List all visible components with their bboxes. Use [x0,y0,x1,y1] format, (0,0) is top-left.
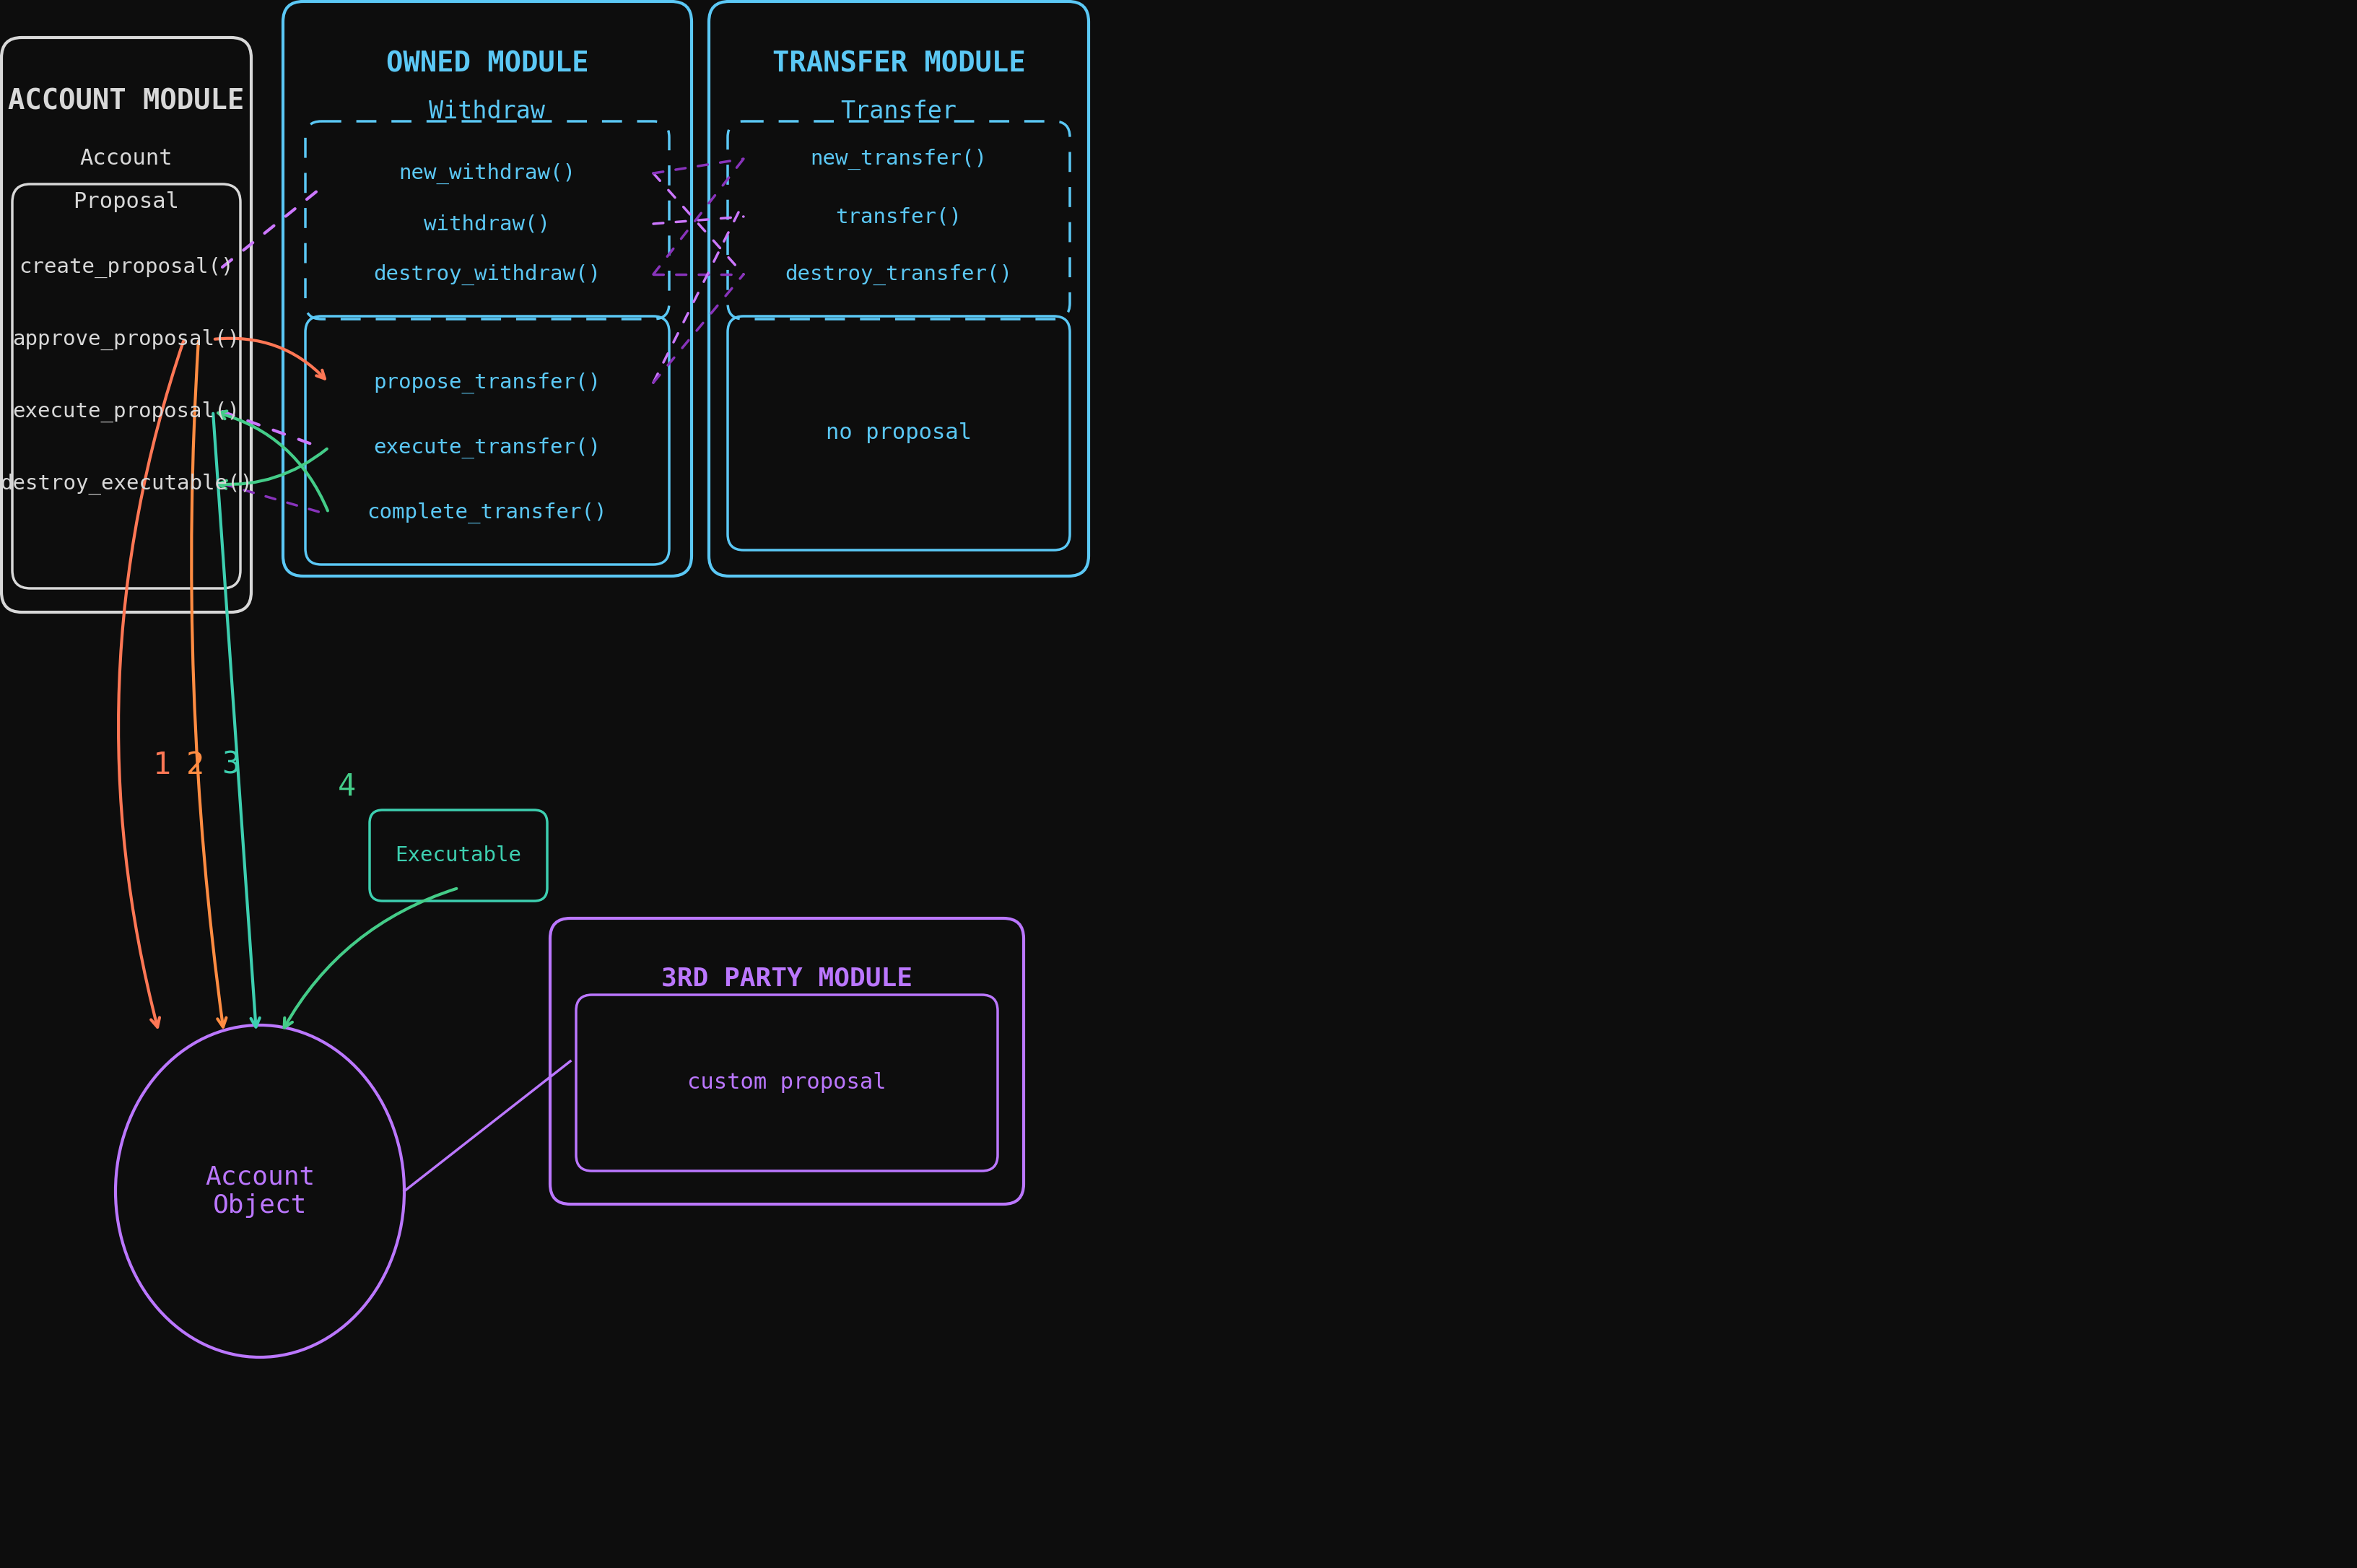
Text: 3RD PARTY MODULE: 3RD PARTY MODULE [660,966,912,991]
FancyArrowPatch shape [118,342,184,1027]
Text: complete_transfer(): complete_transfer() [368,502,608,524]
FancyArrowPatch shape [212,414,259,1027]
Text: 4: 4 [337,771,356,803]
Text: destroy_transfer(): destroy_transfer() [785,263,1011,285]
FancyArrowPatch shape [285,889,457,1027]
Text: 3: 3 [222,750,240,781]
Text: Proposal: Proposal [73,191,179,213]
Text: custom proposal: custom proposal [688,1073,886,1093]
FancyArrowPatch shape [219,448,328,489]
Text: TRANSFER MODULE: TRANSFER MODULE [773,50,1025,77]
Text: approve_proposal(): approve_proposal() [12,329,240,350]
Text: OWNED MODULE: OWNED MODULE [387,50,589,77]
Text: 2: 2 [186,750,203,781]
Text: Transfer: Transfer [841,100,957,124]
Text: create_proposal(): create_proposal() [19,257,233,278]
Text: execute_transfer(): execute_transfer() [372,437,601,458]
Text: new_transfer(): new_transfer() [811,149,988,169]
FancyArrowPatch shape [214,339,325,379]
Text: Withdraw: Withdraw [429,100,544,124]
Text: execute_proposal(): execute_proposal() [12,401,240,422]
Text: withdraw(): withdraw() [424,213,549,234]
Text: transfer(): transfer() [834,207,962,227]
Text: Account
Object: Account Object [205,1165,316,1218]
Text: ACCOUNT MODULE: ACCOUNT MODULE [7,88,245,114]
Text: Executable: Executable [396,845,521,866]
Text: no proposal: no proposal [825,423,971,444]
FancyArrowPatch shape [191,342,226,1027]
Text: destroy_withdraw(): destroy_withdraw() [372,263,601,285]
Text: 1: 1 [153,750,172,781]
Text: destroy_executable(): destroy_executable() [0,474,252,494]
Text: propose_transfer(): propose_transfer() [372,372,601,394]
FancyArrowPatch shape [219,411,328,511]
Text: Account: Account [80,149,172,169]
Text: new_withdraw(): new_withdraw() [398,163,575,183]
